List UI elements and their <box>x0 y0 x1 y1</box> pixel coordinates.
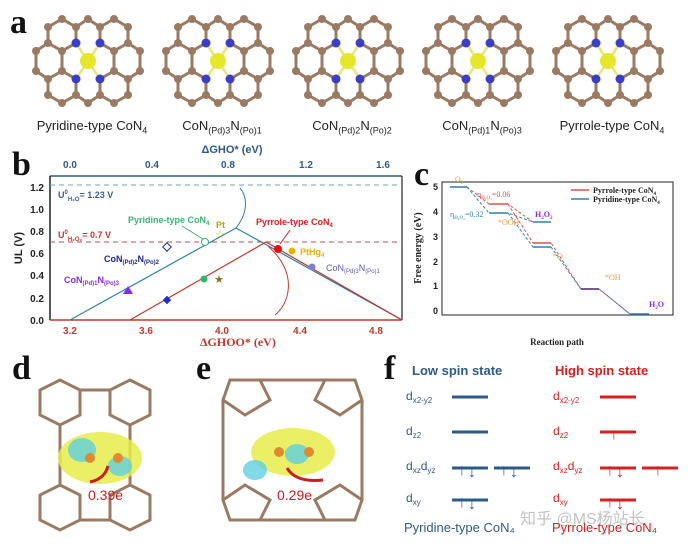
svg-text:*O: *O <box>553 252 563 261</box>
svg-text:↓: ↓ <box>616 464 624 481</box>
svg-text:ηH₂O₂=0.32: ηH₂O₂=0.32 <box>450 210 483 221</box>
svg-text:4.0: 4.0 <box>215 326 229 337</box>
svg-text:2: 2 <box>433 257 438 267</box>
svg-text:5: 5 <box>433 182 438 192</box>
svg-text:↑: ↑ <box>610 426 618 443</box>
watermark: 知乎 @MS杨站长 <box>520 511 645 528</box>
caption-con-pd1-po3: CoN(Pd)1N(Po)3 <box>442 118 522 136</box>
panel-label-f: f <box>384 350 396 387</box>
x2-axis-title: ΔGHO* (eV) <box>201 144 262 156</box>
svg-text:0.0: 0.0 <box>63 160 77 171</box>
svg-text:↓: ↓ <box>468 464 476 481</box>
low-spin-title: Low spin state <box>412 363 503 378</box>
caption-pyrrole-cn4: Pyrrole-type CoN4 <box>559 118 665 136</box>
svg-text:0.8: 0.8 <box>221 160 235 171</box>
svg-text:↑: ↑ <box>458 462 466 479</box>
svg-text:0.4: 0.4 <box>145 160 159 171</box>
svg-text:dz2: dz2 <box>406 424 422 440</box>
caption-pyridine-cn4: Pyridine-type CoN4 <box>36 118 148 136</box>
svg-text:4: 4 <box>433 207 438 217</box>
svg-text:Pyridine-type CoN4: Pyridine-type CoN4 <box>128 215 210 227</box>
svg-text:1.6: 1.6 <box>376 160 390 171</box>
svg-text:1.2: 1.2 <box>30 183 44 194</box>
svg-text:0.4: 0.4 <box>30 271 44 282</box>
svg-text:Pyridine-type CoN4: Pyridine-type CoN4 <box>593 195 660 206</box>
svg-text:dxy: dxy <box>406 491 421 507</box>
charge-transfer-e: 0.29e <box>277 487 312 503</box>
svg-text:3.6: 3.6 <box>139 326 153 337</box>
svg-text:☆: ☆ <box>215 229 225 241</box>
structure-con-pd3-po1 <box>160 13 276 109</box>
svg-text:0.8: 0.8 <box>30 227 44 238</box>
svg-text:1.2: 1.2 <box>299 160 313 171</box>
panel-label-c: c <box>414 156 430 193</box>
svg-text:dz2: dz2 <box>553 424 569 440</box>
svg-text:★: ★ <box>214 274 224 286</box>
svg-text:↓: ↓ <box>468 496 476 513</box>
y-axis-title-c: Free energy (eV) <box>413 212 424 283</box>
structure-pyridine-cn4 <box>30 13 146 109</box>
svg-text:↓: ↓ <box>510 464 518 481</box>
svg-text:Pyrrole-type CoN4: Pyrrole-type CoN4 <box>593 186 657 197</box>
svg-text:3.2: 3.2 <box>63 326 77 337</box>
structure-pyrrole-cn4 <box>550 13 666 109</box>
svg-text:4.4: 4.4 <box>293 326 307 337</box>
panel-b-volcano-plot: 0.0 0.4 0.8 1.2 1.6 ΔGHO* (eV) 0.0 0.2 0.4 0.6 0… <box>13 144 403 337</box>
svg-text:CoN(Pd)1N(Po)3: CoN(Pd)1N(Po)3 <box>64 275 120 287</box>
panel-label-d: d <box>12 350 31 387</box>
svg-text:0.6: 0.6 <box>30 249 44 260</box>
svg-text:CoN(Pd)3N(Po)1: CoN(Pd)3N(Po)1 <box>326 263 381 275</box>
svg-text:U0H₂O₂= 0.7 V: U0H₂O₂= 0.7 V <box>58 230 111 243</box>
panel-label-b: b <box>12 146 31 183</box>
svg-text:ηH₂O₂=0.06: ηH₂O₂=0.06 <box>477 190 510 201</box>
svg-text:↑: ↑ <box>606 494 614 511</box>
svg-text:dxzdyz: dxzdyz <box>553 459 582 475</box>
panel-a-structures <box>30 13 666 109</box>
svg-text:dx2-y2: dx2-y2 <box>553 389 580 405</box>
svg-text:dxzdyz: dxzdyz <box>406 459 435 475</box>
caption-con-pd2-po2: CoN(Pd)2N(Po)2 <box>312 118 392 136</box>
panel-d-charge-density: 0.39e <box>38 378 152 532</box>
x-axis-title-b: ΔGHOO* (eV) <box>200 335 276 349</box>
panel-f-orbital-diagram: dx2-y2 dz2 dxzdyz dxy ↑ ↓ ↑ ↓ ↑ ↓ dx2-y2 dz… <box>406 389 678 513</box>
svg-text:H2O: H2O <box>649 300 664 311</box>
svg-text:↑: ↑ <box>458 494 466 511</box>
svg-text:1: 1 <box>433 281 438 291</box>
svg-text:*OOH: *OOH <box>498 218 520 227</box>
svg-text:dx2-y2: dx2-y2 <box>406 389 433 405</box>
svg-text:0.2: 0.2 <box>30 294 44 305</box>
svg-text:O2: O2 <box>455 175 464 186</box>
panel-label-a: a <box>10 4 27 41</box>
svg-text:*OH: *OH <box>605 273 621 282</box>
panel-label-e: e <box>196 350 212 387</box>
high-spin-title: High spin state <box>555 363 649 378</box>
svg-text:↓: ↓ <box>616 496 624 513</box>
svg-text:U0H₂O= 1.23 V: U0H₂O= 1.23 V <box>58 190 113 203</box>
svg-text:PtHg4: PtHg4 <box>300 247 325 259</box>
svg-text:3: 3 <box>433 232 438 242</box>
panel-e-charge-density: 0.29e <box>221 378 364 522</box>
svg-text:↑: ↑ <box>500 462 508 479</box>
svg-text:0: 0 <box>433 306 438 316</box>
low-spin-caption: Pyridine-type CoN₄ <box>404 520 515 535</box>
svg-text:↑: ↑ <box>606 462 614 479</box>
y-axis-title: UL (V) <box>13 232 25 265</box>
svg-text:CoN(Pd)2N(Po)2: CoN(Pd)2N(Po)2 <box>104 254 160 266</box>
panel-c-free-energy-diagram: 5 4 3 2 1 0 Free energy (eV) Pyrrole-type CoN… <box>413 175 674 347</box>
svg-text:4.8: 4.8 <box>369 326 383 337</box>
svg-text:0.0: 0.0 <box>30 316 44 327</box>
charge-transfer-d: 0.39e <box>88 487 123 503</box>
structure-con-pd2-po2 <box>290 13 406 109</box>
structure-con-pd1-po3 <box>420 13 536 109</box>
high-spin-caption: Pyrrole-type CoN₄ <box>552 520 658 535</box>
svg-text:Pyrrole-type CoN4: Pyrrole-type CoN4 <box>256 217 334 229</box>
caption-con-pd3-po1: CoN(Pd)3N(Po)1 <box>182 118 262 136</box>
svg-text:Pt: Pt <box>216 220 225 230</box>
x-axis-title-c: Reaction path <box>530 337 584 347</box>
svg-text:1.0: 1.0 <box>30 205 44 216</box>
svg-text:↑: ↑ <box>654 462 662 479</box>
svg-text:H2O2: H2O2 <box>535 210 553 221</box>
